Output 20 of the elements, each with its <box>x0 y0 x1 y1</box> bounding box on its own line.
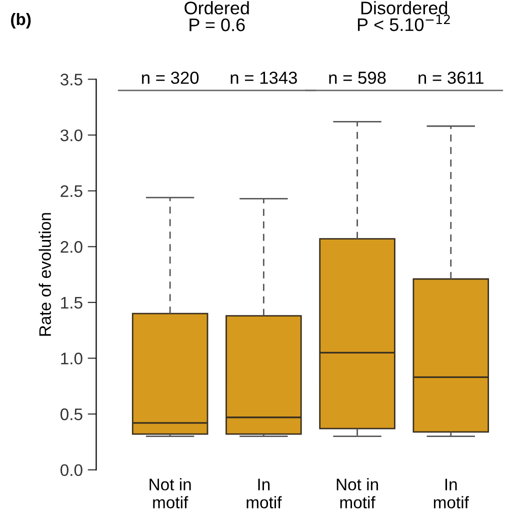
x-tick-label: In motif <box>246 478 282 508</box>
y-tick-label: 0.0 <box>60 464 82 476</box>
y-tick-label: 3.0 <box>60 129 82 142</box>
annotation: n = 1343 <box>230 72 297 84</box>
x-tick-label: In motif <box>434 478 469 508</box>
y-tick-label: 2.5 <box>60 185 82 198</box>
text: (b) <box>11 12 31 28</box>
x-tick-label: Not in motif <box>336 478 378 508</box>
y-tick-label: 1.5 <box>61 297 82 309</box>
y-axis-title: Rate of evolution <box>38 213 52 336</box>
y-tick-label: 1.0 <box>61 352 82 364</box>
y-tick-label: 0.5 <box>60 408 82 420</box>
annotation: n = 320 <box>142 72 199 84</box>
x-tick-label: Not in motif <box>150 478 191 508</box>
annotation: n = 3611 <box>418 72 484 84</box>
text: Disordered P < 5.10$^{−12}$ <box>358 1 450 32</box>
y-tick-label: 3.5 <box>60 74 82 86</box>
text: Ordered P = 0.6 <box>184 1 249 32</box>
y-tick-label: 2.0 <box>60 241 82 253</box>
annotation: n = 598 <box>329 72 386 84</box>
